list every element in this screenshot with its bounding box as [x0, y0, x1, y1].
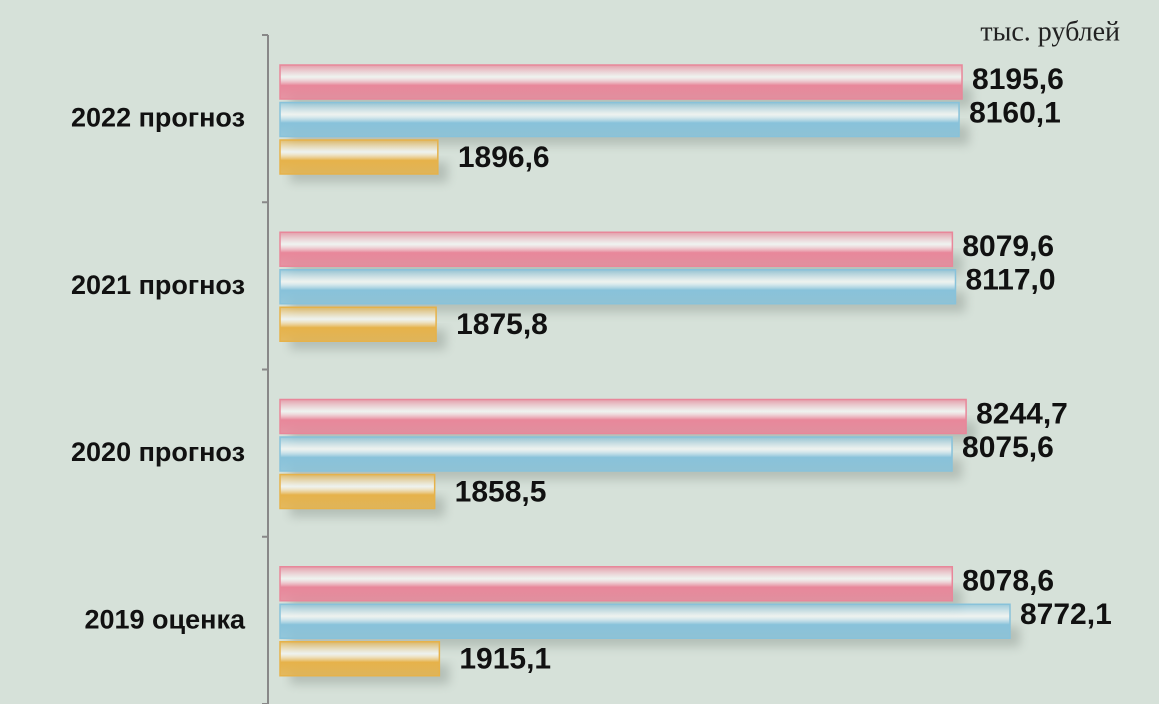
value-label: 1915,1	[459, 643, 551, 676]
bar	[279, 269, 957, 305]
category-label: 2021 прогноз	[71, 270, 245, 300]
bar	[279, 64, 963, 100]
value-label: 8772,1	[1020, 598, 1112, 631]
bar	[279, 231, 954, 267]
bar	[279, 398, 967, 435]
bar	[279, 101, 960, 138]
value-label: 8117,0	[965, 264, 1055, 297]
category-label: 2022 прогноз	[71, 103, 245, 133]
bar	[279, 603, 1011, 639]
bar	[279, 566, 954, 602]
value-label: 8244,7	[976, 397, 1068, 430]
bar	[279, 436, 953, 472]
category-label: 2020 прогноз	[71, 437, 245, 467]
category-label: 2019 оценка	[84, 604, 245, 634]
value-label: 8195,6	[972, 63, 1064, 96]
value-label: 8078,6	[962, 565, 1054, 598]
bar	[279, 473, 436, 510]
value-label: 1875,8	[456, 308, 548, 341]
bar	[279, 641, 441, 677]
value-label: 8160,1	[969, 96, 1061, 129]
bar	[279, 139, 439, 175]
bar	[279, 306, 437, 342]
unit-label: тыс. рублей	[980, 16, 1120, 47]
value-label: 1896,6	[458, 141, 550, 174]
value-label: 8075,6	[962, 431, 1054, 464]
value-label: 8079,6	[962, 230, 1054, 263]
value-label: 1858,5	[455, 475, 547, 508]
